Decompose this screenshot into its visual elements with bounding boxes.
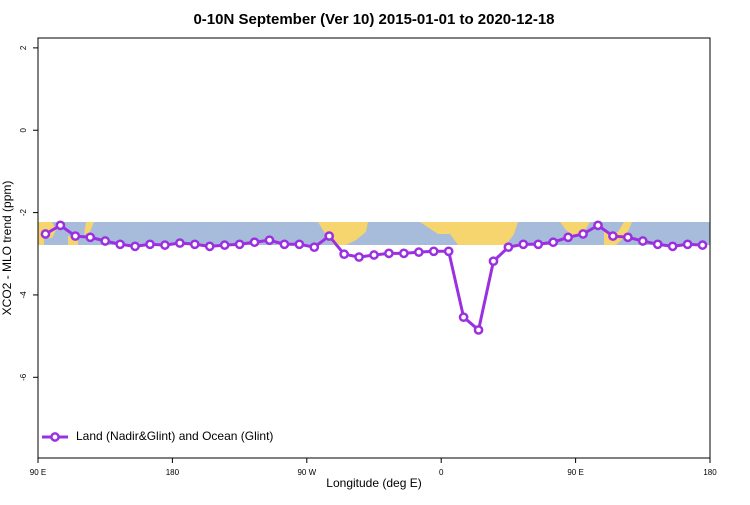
data-point <box>324 231 335 241</box>
data-point <box>55 220 66 231</box>
y-axis-label: XCO2 - MLO trend (ppm) <box>0 181 14 316</box>
data-point <box>279 239 290 250</box>
data-point <box>563 232 573 243</box>
data-point <box>369 250 379 260</box>
data-point <box>384 248 394 259</box>
data-point <box>249 237 260 248</box>
data-point <box>697 240 708 250</box>
data-point <box>637 236 648 246</box>
x-tick-label: 180 <box>703 468 717 477</box>
data-point <box>234 239 245 250</box>
data-point <box>682 239 693 250</box>
data-point <box>264 235 275 246</box>
data-point <box>548 237 559 248</box>
data-point <box>354 252 364 262</box>
x-tick-label: 180 <box>166 468 180 477</box>
data-point <box>488 256 499 267</box>
data-point <box>160 240 170 250</box>
data-point <box>533 239 544 250</box>
chart-title: 0-10N September (Ver 10) 2015-01-01 to 2… <box>193 11 554 28</box>
data-point <box>130 241 140 252</box>
data-point <box>458 312 469 323</box>
data-point <box>339 249 349 260</box>
x-tick-label: 90 E <box>30 468 46 477</box>
legend-marker <box>50 432 60 442</box>
data-point <box>204 241 215 252</box>
x-axis-label: Longitude (deg E) <box>326 476 421 490</box>
data-point <box>652 239 663 250</box>
data-point <box>473 325 484 335</box>
data-point <box>608 231 618 241</box>
data-point <box>100 236 111 246</box>
x-tick-label: 0 <box>439 468 444 477</box>
data-point <box>667 241 678 252</box>
data-point <box>40 229 51 239</box>
plot-frame <box>37 37 711 459</box>
y-tick-label: -6 <box>19 373 28 381</box>
y-tick-label: 2 <box>19 45 28 50</box>
data-point <box>294 239 305 250</box>
data-point <box>145 239 155 250</box>
data-point <box>309 242 320 253</box>
data-point <box>623 232 633 243</box>
data-point <box>428 246 439 257</box>
data-point <box>70 231 81 241</box>
y-tick-label: 0 <box>19 127 28 132</box>
data-point <box>399 248 409 259</box>
data-point <box>85 232 96 243</box>
data-point <box>578 229 588 239</box>
legend-label: Land (Nadir&Glint) and Ocean (Glint) <box>76 429 273 443</box>
data-point <box>175 238 185 248</box>
data-point <box>503 242 514 253</box>
data-point <box>413 247 424 257</box>
data-point <box>189 239 200 250</box>
x-tick-label: 90 E <box>567 468 583 477</box>
y-tick-label: -2 <box>19 208 28 216</box>
x-tick-label: 90 W <box>297 468 316 477</box>
data-point <box>219 240 230 250</box>
data-point <box>593 220 603 231</box>
data-point <box>518 239 529 250</box>
data-point <box>115 239 125 250</box>
data-point <box>443 246 454 257</box>
y-tick-label: -4 <box>19 291 28 299</box>
